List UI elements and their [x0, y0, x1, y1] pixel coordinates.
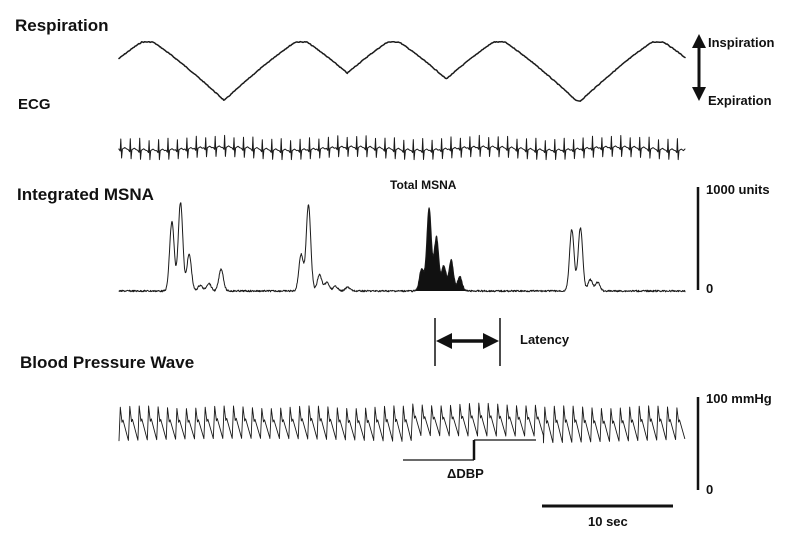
expiration-label: Expiration — [708, 93, 772, 108]
latency-bracket — [434, 318, 501, 366]
delta-dbp-label: ΔDBP — [447, 466, 484, 481]
blood-pressure-wave-label: Blood Pressure Wave — [20, 353, 194, 372]
integrated-msna-label: Integrated MSNA — [17, 185, 154, 204]
msna-scale-bar: 1000 units 0 — [696, 182, 770, 296]
latency-label: Latency — [520, 332, 570, 347]
total-msna-filled-area — [414, 208, 468, 291]
blood-pressure-trace — [118, 402, 686, 444]
msna-scale-zero-label: 0 — [706, 281, 713, 296]
respiration-label: Respiration — [15, 16, 109, 35]
msna-scale-top-label: 1000 units — [706, 182, 770, 197]
ecg-label: ECG — [18, 96, 51, 113]
time-scale-label: 10 sec — [588, 514, 628, 529]
bp-scale-bar: 100 mmHg 0 — [696, 391, 772, 497]
inspiration-expiration-arrow — [692, 34, 706, 101]
ecg-trace — [118, 134, 686, 161]
inspiration-label: Inspiration — [708, 35, 775, 50]
delta-dbp-marker — [403, 439, 536, 461]
respiration-trace — [118, 40, 686, 102]
time-scale-bar: 10 sec — [542, 504, 673, 529]
bp-scale-zero-label: 0 — [706, 482, 713, 497]
total-msna-label: Total MSNA — [390, 178, 457, 192]
bp-scale-top-label: 100 mmHg — [706, 391, 772, 406]
integrated-msna-trace — [118, 202, 686, 293]
